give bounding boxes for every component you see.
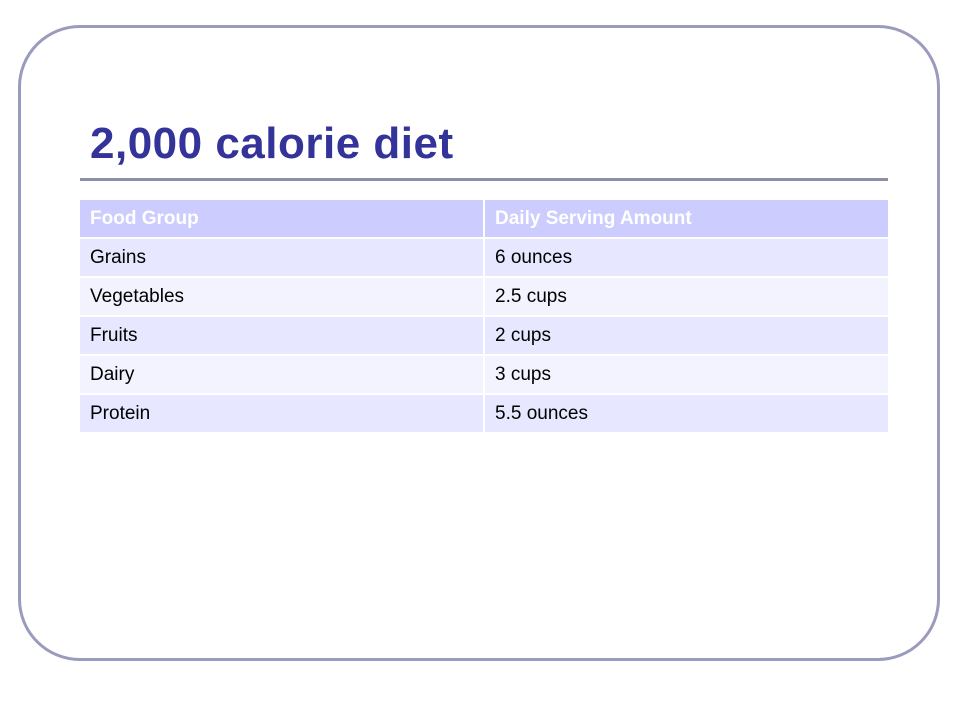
- header-daily-serving-amount: Daily Serving Amount: [484, 200, 888, 239]
- header-food-group: Food Group: [80, 200, 485, 239]
- table-row: Protein 5.5 ounces: [80, 394, 888, 434]
- cell-food-group: Vegetables: [80, 277, 485, 317]
- cell-serving-amount: 5.5 ounces: [484, 394, 888, 434]
- cell-serving-amount: 2.5 cups: [484, 277, 888, 317]
- table-row: Dairy 3 cups: [80, 355, 888, 395]
- cell-food-group: Fruits: [80, 316, 485, 356]
- diet-table: Food Group Daily Serving Amount Grains 6…: [80, 200, 888, 434]
- cell-food-group: Grains: [80, 238, 485, 278]
- table-row: Vegetables 2.5 cups: [80, 277, 888, 317]
- cell-serving-amount: 6 ounces: [484, 238, 888, 278]
- cell-food-group: Dairy: [80, 355, 485, 395]
- slide-title: 2,000 calorie diet: [90, 119, 454, 168]
- table-header-row: Food Group Daily Serving Amount: [80, 200, 888, 239]
- cell-serving-amount: 2 cups: [484, 316, 888, 356]
- cell-serving-amount: 3 cups: [484, 355, 888, 395]
- table-row: Grains 6 ounces: [80, 238, 888, 278]
- cell-food-group: Protein: [80, 394, 485, 434]
- table-row: Fruits 2 cups: [80, 316, 888, 356]
- title-divider: [80, 178, 888, 181]
